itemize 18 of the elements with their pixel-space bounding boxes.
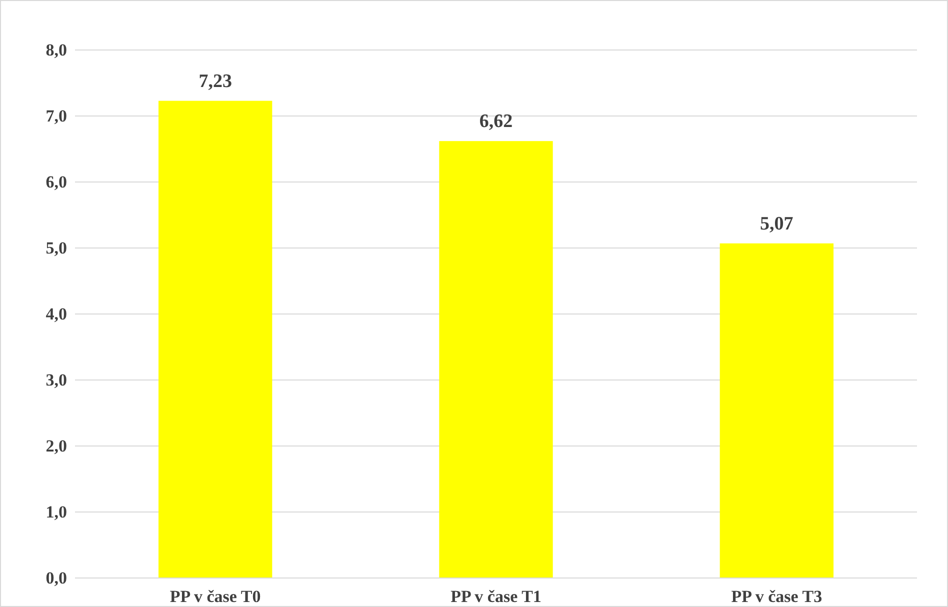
y-tick-label: 3,0: [46, 370, 67, 390]
x-tick-label: PP v čase T1: [450, 587, 542, 606]
y-tick-label: 7,0: [46, 106, 67, 126]
y-tick-label: 4,0: [46, 304, 67, 324]
y-tick-label: 6,0: [46, 172, 67, 192]
data-label: 6,62: [479, 111, 513, 132]
bar: [158, 100, 272, 578]
data-label: 7,23: [198, 70, 232, 92]
bar: [439, 141, 553, 578]
y-tick-label: 8,0: [46, 40, 67, 60]
y-tick-label: 2,0: [46, 436, 67, 456]
x-tick-label: PP v čase T3: [731, 587, 822, 606]
x-tick-label: PP v čase T0: [170, 587, 261, 606]
bar: [720, 243, 834, 578]
data-label: 5,07: [760, 213, 794, 234]
y-tick-label: 0,0: [46, 568, 67, 588]
y-tick-label: 1,0: [46, 502, 67, 522]
y-tick-label: 5,0: [46, 238, 67, 258]
